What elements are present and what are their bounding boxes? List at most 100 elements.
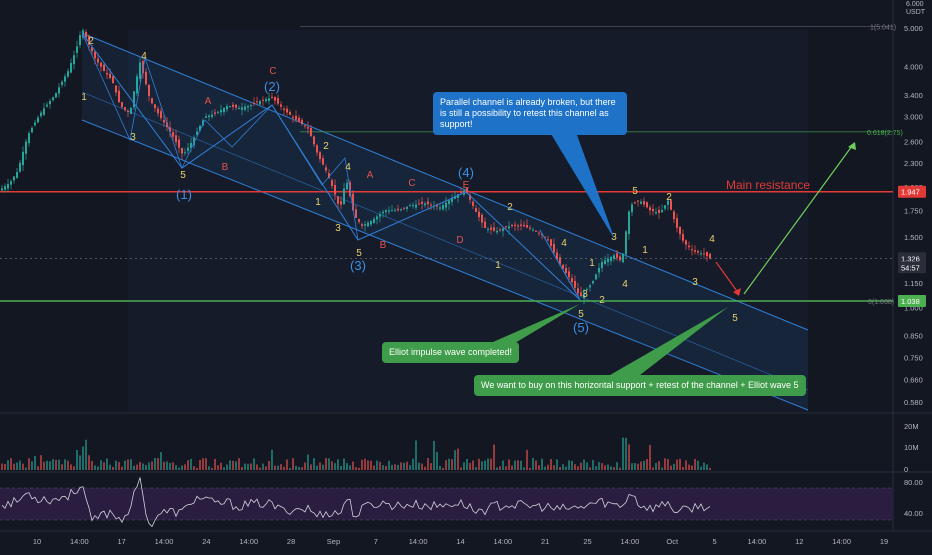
wave-label: 4	[345, 162, 351, 173]
candle-body	[199, 125, 201, 131]
candle-body	[538, 232, 540, 234]
volume-bar	[682, 467, 684, 470]
candle-body	[466, 187, 468, 194]
candle-body	[415, 204, 417, 208]
candle-body	[553, 244, 555, 253]
candle-body	[106, 72, 108, 75]
volume-bar	[373, 465, 375, 470]
volume-bar	[502, 460, 504, 470]
candle-body	[235, 104, 237, 108]
fib-label: 1(5.041)	[870, 25, 896, 32]
major-wave-label: (3)	[350, 258, 366, 273]
major-wave-label: (5)	[573, 320, 589, 335]
volume-bar	[571, 460, 573, 470]
candle-body	[247, 105, 249, 108]
volume-bar	[472, 460, 474, 470]
volume-tick-label: 0	[904, 465, 908, 474]
candle-body	[241, 107, 243, 110]
wave-label: 3	[335, 223, 341, 234]
volume-bar	[574, 464, 576, 470]
volume-bar	[655, 463, 657, 470]
candle-body	[277, 98, 279, 104]
volume-bar	[706, 464, 708, 470]
candle-body	[316, 145, 318, 153]
volume-bar	[697, 460, 699, 470]
candle-body	[352, 193, 354, 211]
volume-bar	[73, 466, 75, 470]
volume-bar	[442, 467, 444, 470]
candle-body	[70, 62, 72, 73]
candle-body	[4, 186, 6, 190]
candle-body	[229, 106, 231, 108]
candle-body	[535, 230, 537, 232]
candle-body	[160, 111, 162, 119]
volume-bar	[334, 463, 336, 470]
candle-body	[502, 228, 504, 232]
time-tick-label: 5	[713, 537, 717, 546]
candle-body	[163, 120, 165, 123]
candle-body	[112, 76, 114, 84]
candle-body	[139, 62, 141, 79]
candle-body	[679, 226, 681, 235]
wave-label: 1	[315, 197, 321, 208]
volume-bar	[187, 460, 189, 470]
time-tick-label: 12	[795, 537, 803, 546]
volume-bar	[643, 460, 645, 470]
time-tick-label: 24	[202, 537, 210, 546]
volume-bar	[178, 467, 180, 470]
volume-bar	[367, 460, 369, 470]
candle-body	[187, 147, 189, 151]
volume-bar	[280, 464, 282, 470]
candle-body	[334, 185, 336, 195]
volume-bar	[325, 458, 327, 470]
candle-body	[379, 214, 381, 217]
volume-bar	[79, 455, 81, 470]
candle-body	[607, 258, 609, 263]
volume-bar	[520, 460, 522, 470]
scale-currency: USDT	[906, 9, 926, 16]
callout-pointer-green2	[610, 307, 728, 375]
volume-bar	[226, 464, 228, 470]
volume-bar	[211, 467, 213, 470]
candle-body	[409, 205, 411, 207]
candle-body	[151, 98, 153, 104]
candle-body	[424, 203, 426, 206]
candle-body	[268, 98, 270, 101]
candle-body	[259, 101, 261, 105]
channel-upper-line	[81, 32, 809, 331]
candle-body	[205, 116, 207, 118]
candle-body	[514, 224, 516, 226]
volume-bar	[115, 460, 117, 470]
candle-body	[517, 225, 519, 227]
volume-bar	[424, 466, 426, 470]
volume-bar	[523, 467, 525, 470]
volume-bar	[166, 461, 168, 470]
candle-body	[217, 111, 219, 113]
volume-bar	[37, 466, 39, 470]
volume-bar	[160, 452, 162, 470]
volume-bar	[4, 463, 6, 470]
volume-bar	[439, 465, 441, 470]
candle-body	[244, 106, 246, 110]
price-tick-label: 1.750	[904, 206, 923, 215]
candle-body	[136, 76, 138, 94]
candle-body	[190, 143, 192, 148]
volume-bar	[121, 466, 123, 470]
volume-bar	[430, 463, 432, 470]
volume-bar	[694, 458, 696, 470]
volume-bar	[580, 462, 582, 470]
time-tick-label: 14:00	[621, 537, 640, 546]
candle-body	[85, 31, 87, 38]
volume-bar	[55, 459, 57, 470]
volume-bar	[577, 466, 579, 470]
volume-bar	[349, 465, 351, 470]
volume-bar	[397, 464, 399, 470]
candle-body	[19, 162, 21, 172]
candle-body	[43, 108, 45, 115]
candle-body	[628, 211, 630, 234]
time-tick-label: 14:00	[155, 537, 174, 546]
volume-bar	[691, 465, 693, 470]
wave-label: 4	[622, 279, 628, 290]
